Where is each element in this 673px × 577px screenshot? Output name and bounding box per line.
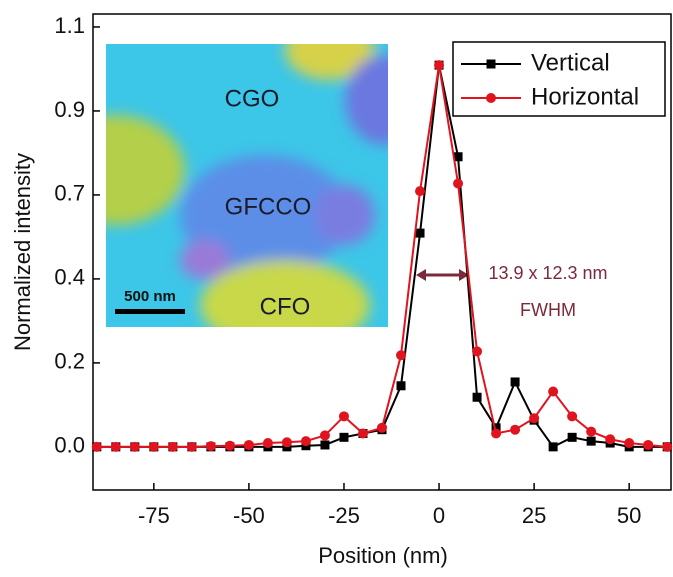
x-tick-label: 25 [522, 503, 546, 528]
marker [624, 438, 634, 448]
marker [282, 437, 292, 447]
marker [549, 442, 558, 451]
chart: 13.9 x 12.3 nm FWHM Position (nm) Normal… [0, 0, 673, 572]
marker [567, 411, 577, 421]
marker [263, 438, 273, 448]
marker [397, 381, 406, 390]
marker [320, 430, 330, 440]
inset-image: CGO GFCCO CFO 500 nm [45, 20, 425, 350]
x-tick-label: -50 [233, 503, 265, 528]
legend-label: Vertical [531, 49, 610, 76]
marker [415, 186, 425, 196]
y-tick-label: 0.9 [54, 97, 85, 122]
marker [396, 350, 406, 360]
marker [662, 442, 672, 452]
scale-bar [115, 309, 185, 314]
inset-label: CGO [225, 85, 280, 112]
x-tick-label: 0 [433, 503, 445, 528]
y-tick-label: 0.2 [54, 349, 85, 374]
marker [473, 393, 482, 402]
marker [434, 60, 444, 70]
annotation: FWHM [520, 300, 576, 320]
marker [548, 387, 558, 397]
marker [587, 437, 596, 446]
marker [358, 429, 368, 439]
y-tick-label: 0.4 [54, 265, 85, 290]
marker [225, 441, 235, 451]
marker [491, 429, 501, 439]
inset-label: GFCCO [225, 193, 312, 220]
legend-label: Horizontal [531, 83, 639, 110]
x-tick-label: 50 [617, 503, 641, 528]
marker [510, 425, 520, 435]
marker [472, 346, 482, 356]
marker [301, 436, 311, 446]
marker [111, 442, 121, 452]
x-axis-label: Position (nm) [318, 543, 448, 568]
marker [511, 377, 520, 386]
y-tick-label: 0.0 [54, 433, 85, 458]
marker [339, 411, 349, 421]
marker [130, 442, 140, 452]
marker [206, 441, 216, 451]
legend-marker [487, 60, 496, 69]
marker [643, 440, 653, 450]
scale-bar-label: 500 nm [124, 288, 176, 305]
x-tick-label: -75 [138, 503, 170, 528]
marker [339, 433, 348, 442]
marker [605, 434, 615, 444]
legend-marker [486, 93, 496, 103]
y-axis-label: Normalized intensity [10, 153, 35, 351]
marker [149, 442, 159, 452]
marker [377, 423, 387, 433]
x-tick-label: -25 [328, 503, 360, 528]
marker [568, 433, 577, 442]
annotation: 13.9 x 12.3 nm [488, 263, 607, 283]
marker [244, 440, 254, 450]
y-tick-label: 1.1 [54, 13, 85, 38]
inset-label: CFO [260, 293, 311, 320]
marker [168, 442, 178, 452]
marker [586, 427, 596, 437]
marker [453, 178, 463, 188]
y-tick-label: 0.7 [54, 181, 85, 206]
marker [92, 442, 102, 452]
marker [529, 413, 539, 423]
marker [320, 440, 329, 449]
marker [187, 442, 197, 452]
marker [416, 229, 425, 238]
